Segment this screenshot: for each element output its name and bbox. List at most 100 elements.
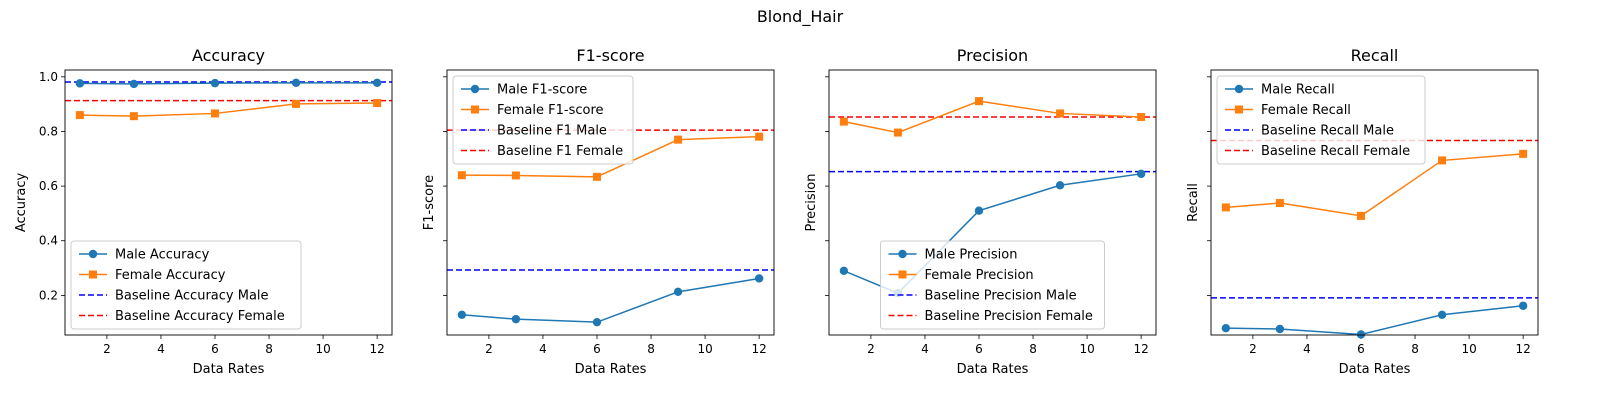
data-point xyxy=(129,79,139,89)
legend-label: Baseline Accuracy Female xyxy=(115,309,285,324)
data-point xyxy=(592,317,602,327)
x-axis-label: Data Rates xyxy=(575,362,647,377)
x-tick-label: 4 xyxy=(539,342,547,356)
panel-title: Precision xyxy=(957,46,1028,65)
panel-title: Recall xyxy=(1351,46,1399,65)
y-tick-label: 1.0 xyxy=(39,70,58,84)
x-tick-label: 6 xyxy=(211,342,219,356)
x-axis-label: Data Rates xyxy=(1339,362,1411,377)
legend-marker xyxy=(471,105,479,114)
legend-label: Baseline F1 Male xyxy=(497,124,607,139)
legend-marker xyxy=(898,270,907,279)
plot-frame xyxy=(446,69,775,336)
data-point xyxy=(974,97,983,106)
x-axis-label: Data Rates xyxy=(957,362,1029,377)
x-tick-label: 10 xyxy=(697,342,712,356)
data-point xyxy=(1518,301,1528,310)
panel-title: F1-score xyxy=(576,46,644,65)
data-point xyxy=(754,274,764,283)
data-point xyxy=(457,310,467,319)
series-line xyxy=(461,277,760,323)
figure-suptitle: Blond_Hair xyxy=(757,7,844,27)
x-tick-label: 12 xyxy=(1515,342,1530,356)
x-tick-label: 4 xyxy=(921,342,929,356)
series-line xyxy=(79,82,378,85)
x-tick-label: 8 xyxy=(1029,342,1037,356)
x-tick-label: 8 xyxy=(265,342,273,356)
legend-label: Baseline Recall Male xyxy=(1261,124,1394,139)
data-point xyxy=(839,117,848,126)
x-tick-label: 10 xyxy=(1079,342,1094,356)
data-point xyxy=(1275,199,1284,208)
legend-box xyxy=(880,240,1105,330)
legend-label: Male Precision xyxy=(925,248,1018,263)
data-point xyxy=(1519,149,1528,158)
x-tick-label: 2 xyxy=(485,342,493,356)
plot-frame xyxy=(828,69,1157,336)
data-point xyxy=(1438,156,1447,165)
data-point xyxy=(210,109,219,118)
x-tick-label: 2 xyxy=(103,342,111,356)
legend-label: Baseline Precision Male xyxy=(925,289,1077,304)
legend-marker xyxy=(88,249,98,259)
x-tick-label: 8 xyxy=(1411,342,1419,356)
x-tick-label: 8 xyxy=(647,342,655,356)
legend-marker xyxy=(898,249,907,259)
legend: Male Precision Female Precision Baseline P… xyxy=(880,240,1105,330)
legend-label: Male Recall xyxy=(1261,83,1335,98)
series-line xyxy=(1225,305,1524,336)
y-axis-label: Recall xyxy=(1186,183,1201,222)
y-tick-label: 0.2 xyxy=(39,288,58,302)
legend-label: Male F1-score xyxy=(497,83,587,98)
data-point xyxy=(372,78,382,88)
legend-marker xyxy=(89,270,97,279)
data-point xyxy=(1437,310,1447,319)
x-tick-label: 2 xyxy=(867,342,875,356)
x-tick-label: 4 xyxy=(157,342,165,356)
y-axis-label: Accuracy xyxy=(14,173,29,233)
data-point xyxy=(893,128,902,137)
panel-title: Accuracy xyxy=(192,46,265,65)
plot-frame xyxy=(1210,69,1539,336)
legend-label: Baseline F1 Female xyxy=(497,144,623,159)
x-tick-label: 6 xyxy=(1357,342,1365,356)
data-point xyxy=(511,171,520,180)
legend: Male Recall Female Recall Baseline Recall … xyxy=(1216,75,1426,165)
x-tick-label: 12 xyxy=(751,342,766,356)
data-point xyxy=(673,287,683,297)
legend-label: Baseline Recall Female xyxy=(1261,144,1410,159)
y-tick-label: 0.4 xyxy=(39,234,58,248)
y-tick-label: 0.8 xyxy=(39,124,58,138)
data-point xyxy=(1137,112,1146,121)
legend-label: Female Accuracy xyxy=(115,268,226,283)
x-tick-label: 10 xyxy=(315,342,330,356)
chart-panel-2: F1-score 2 4 6 8 10 12 Data Rates F1-score Male F… xyxy=(422,46,775,377)
x-tick-label: 12 xyxy=(1133,342,1148,356)
data-point xyxy=(1275,324,1285,334)
x-tick-label: 10 xyxy=(1461,342,1476,356)
y-axis-label: F1-score xyxy=(422,175,437,230)
plot-frame xyxy=(64,69,393,336)
data-point xyxy=(674,135,683,144)
x-tick-label: 6 xyxy=(593,342,601,356)
chart-panel-1: Accuracy 2 4 6 8 10 12 0.2 0.4 0.6 0.8 1.0 Data Rate… xyxy=(14,46,393,377)
legend-label: Baseline Precision Female xyxy=(925,309,1093,324)
data-point xyxy=(1136,169,1146,179)
data-point xyxy=(291,78,301,88)
data-point xyxy=(1356,330,1366,339)
legend-marker xyxy=(1234,84,1244,94)
data-point xyxy=(974,206,984,215)
data-point xyxy=(755,132,764,141)
data-point xyxy=(1221,323,1231,333)
legend-label: Baseline Accuracy Male xyxy=(115,289,269,304)
legend-box xyxy=(70,240,302,330)
legend: Male Accuracy Female Accuracy Baseline Acc… xyxy=(70,240,302,330)
legend-label: Female F1-score xyxy=(497,103,604,118)
data-point xyxy=(511,314,521,324)
legend-marker xyxy=(1235,105,1243,114)
legend: Male F1-score Female F1-score Baseline F1 … xyxy=(452,75,634,165)
y-tick-label: 0.6 xyxy=(39,179,58,193)
legend-label: Male Accuracy xyxy=(115,248,210,263)
x-tick-label: 12 xyxy=(369,342,384,356)
